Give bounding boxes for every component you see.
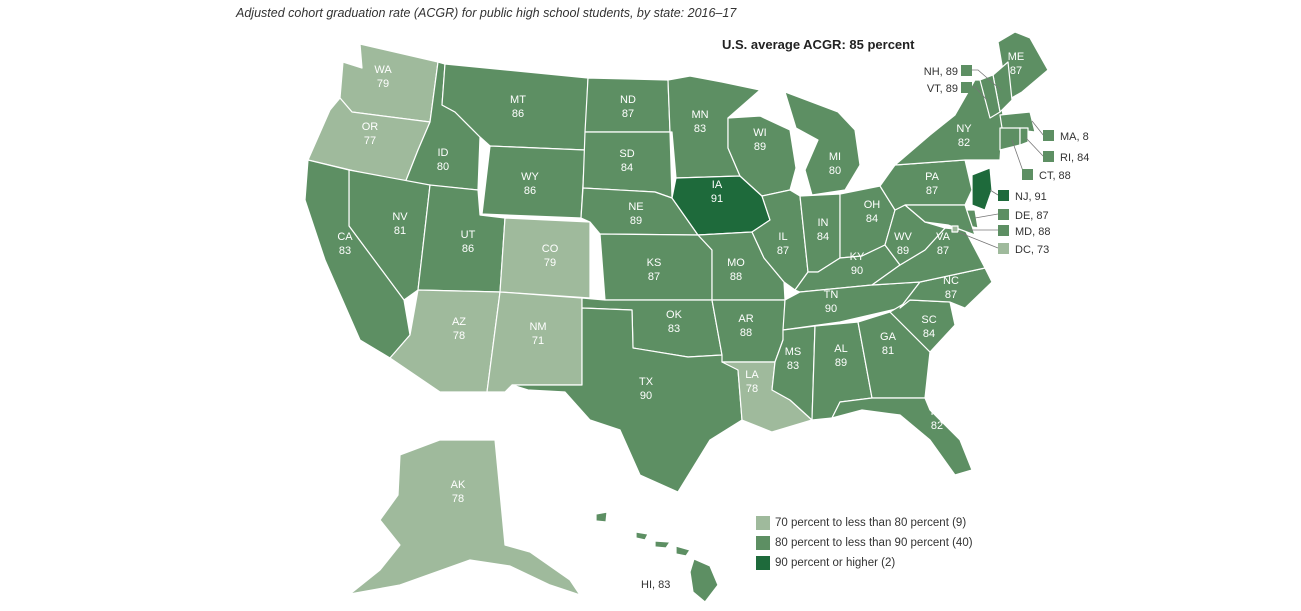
callout-label-nh: NH, 89 [924,66,958,78]
state-label-ky: KY 90 [850,251,865,277]
legend-label-low: 70 percent to less than 80 percent (9) [775,517,967,529]
state-label-wi: WI 89 [753,127,766,153]
state-label-or: OR 77 [362,121,379,147]
state-label-oh: OH 84 [864,199,881,225]
state-label-ne: NE 89 [628,201,643,227]
callout-label-ri: RI, 84 [1060,152,1089,164]
state-label-mt: MT 86 [510,94,526,120]
state-label-id: ID 80 [437,147,449,173]
callout-label-dc: DC, 73 [1015,244,1049,256]
state-hi[interactable] [595,511,719,603]
state-label-ga: GA 81 [880,331,897,357]
state-label-ny: NY 82 [956,123,972,149]
map-legend: 70 percent to less than 80 percent (9) 8… [756,513,973,573]
state-label-nv: NV 81 [392,211,408,237]
state-ct[interactable] [999,127,1021,151]
state-label-wv: WV 89 [894,231,912,257]
callout-label-de: DE, 87 [1015,210,1049,222]
state-label-sd: SD 84 [619,148,634,174]
state-mi[interactable] [784,91,861,196]
callout-swatch-md [998,225,1009,236]
callout-label-nj: NJ, 91 [1015,191,1047,203]
state-label-tn: TN 90 [824,289,839,315]
state-label-ak: AK 78 [451,479,466,505]
state-ri[interactable] [1019,127,1029,146]
state-label-mo: MO 88 [727,257,745,283]
state-label-az: AZ 78 [452,316,466,342]
callout-swatch-nh [961,65,972,76]
state-tx[interactable] [511,307,743,493]
state-il[interactable] [751,189,809,291]
state-label-ks: KS 87 [647,257,662,283]
state-ga[interactable] [857,311,931,399]
state-label-nm: NM 71 [529,321,546,347]
state-ak[interactable] [349,439,581,596]
state-label-ok: OK 83 [666,309,683,335]
state-label-ia: IA 91 [711,179,723,205]
state-label-me: ME 87 [1008,51,1025,77]
state-label-ut: UT 86 [461,229,476,255]
legend-swatch-high [756,556,770,570]
nj-leader-line [989,189,999,196]
state-label-tx: TX 90 [639,376,654,402]
state-label-ar: AR 88 [738,313,753,339]
callout-label-md: MD, 88 [1015,226,1050,238]
legend-label-high: 90 percent or higher (2) [775,557,896,569]
ri-leader-line [1025,137,1045,158]
state-nj[interactable] [971,167,993,211]
callout-swatch-ri [1043,151,1054,162]
ma-leader-line [1031,120,1045,137]
state-co[interactable] [499,217,591,299]
state-dc[interactable] [951,225,959,233]
state-label-la: LA 78 [745,369,759,395]
state-label-va: VA 87 [936,231,951,257]
state-label-sc: SC 84 [921,314,936,340]
legend-label-mid: 80 percent to less than 90 percent (40) [775,537,973,549]
state-label-al: AL 89 [834,343,847,369]
callout-swatch-ma [1043,130,1054,141]
state-label-fl: FL 82 [931,406,944,432]
legend-swatch-low [756,516,770,530]
map-subtitle: Adjusted cohort graduation rate (ACGR) f… [236,6,737,20]
state-label-co: CO 79 [542,243,559,269]
state-label-wy: WY 86 [521,171,539,197]
state-label-hi: HI, 83 [641,579,670,591]
legend-swatch-mid [756,536,770,550]
callout-label-ct: CT, 88 [1039,170,1071,182]
legend-item-mid: 80 percent to less than 90 percent (40) [756,533,973,553]
dc-leader-line [957,231,999,249]
state-label-wa: WA 79 [374,64,392,90]
callout-swatch-de [998,209,1009,220]
state-fl[interactable] [831,397,973,476]
state-label-il: IL 87 [777,231,789,257]
state-vt[interactable] [979,74,1001,119]
state-az[interactable] [389,289,501,393]
state-label-mi: MI 80 [829,151,841,177]
callout-label-vt: VT, 89 [927,83,958,95]
legend-item-low: 70 percent to less than 80 percent (9) [756,513,973,533]
callout-swatch-ct [1022,169,1033,180]
state-label-ca: CA 83 [337,231,353,257]
state-label-mn: MN 83 [691,109,708,135]
ct-leader-line [1011,139,1025,175]
callout-label-ma: MA, 8 [1060,131,1089,143]
state-label-nd: ND 87 [620,94,636,120]
state-label-ms: MS 83 [785,346,802,372]
us-average-label: U.S. average ACGR: 85 percent [722,37,915,52]
state-label-pa: PA 87 [925,171,940,197]
callout-swatch-dc [998,243,1009,254]
de-leader-line [974,213,999,219]
state-label-in: IN 84 [817,217,829,243]
callout-swatch-nj [998,190,1009,201]
callout-swatch-vt [961,82,972,93]
state-ma[interactable] [999,111,1036,133]
legend-item-high: 90 percent or higher (2) [756,553,973,573]
state-label-nc: NC 87 [943,275,959,301]
